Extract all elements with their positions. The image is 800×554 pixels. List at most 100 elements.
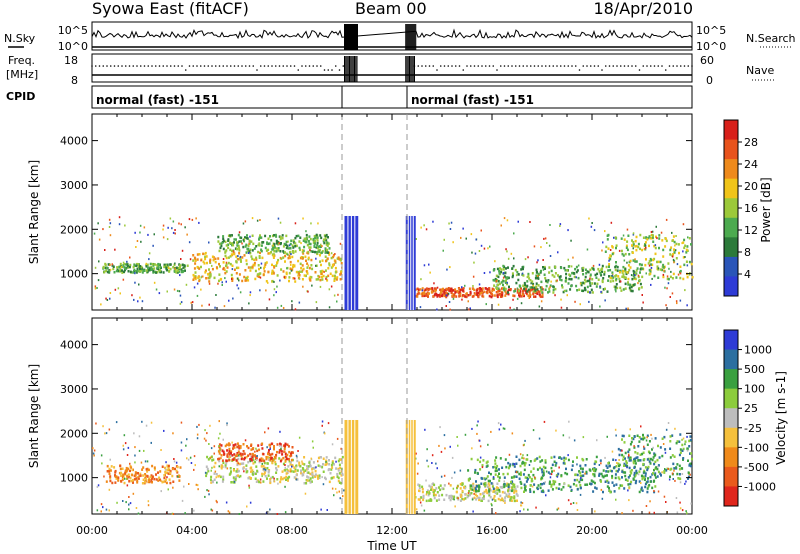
heatmap-cell [581,457,584,461]
heatmap-cell [308,479,311,482]
heatmap-cell [331,461,334,465]
heatmap-cell [236,244,239,247]
heatmap-cell [260,236,263,239]
heatmap-cell [289,256,292,260]
heatmap-cell [620,249,623,253]
heatmap-cell [104,263,107,267]
heatmap-cell [310,258,313,262]
heatmap-speckle [663,269,665,272]
heatmap-cell [282,270,285,273]
heatmap-cell [552,288,555,292]
heatmap-speckle [114,248,116,251]
heatmap-cell [523,486,526,489]
heatmap-cell [227,246,230,250]
colorbar-tick-label: -100 [744,441,769,454]
heatmap-speckle [532,429,535,432]
heatmap-cell [245,243,248,247]
heatmap-cell [219,278,222,281]
heatmap-cell [539,271,542,274]
heatmap-cell [426,292,429,295]
heatmap-cell [303,245,306,249]
heatmap-cell [661,437,664,440]
heatmap-cell [489,292,492,295]
heatmap-cell [565,277,568,281]
heatmap-cell [527,272,530,276]
heatmap-cell [261,472,264,476]
heatmap-speckle [215,476,217,479]
heatmap-speckle [677,273,680,276]
nave-dot [316,65,318,67]
heatmap-speckle [102,425,104,428]
heatmap-speckle [641,478,643,481]
nsky-line [91,28,693,40]
heatmap-cell [536,292,539,295]
heatmap-speckle [195,483,198,486]
heatmap-cell [520,486,523,490]
nave-dot [169,65,172,67]
heatmap-speckle [590,225,593,228]
heatmap-speckle [526,454,529,457]
heatmap-cell [513,475,516,478]
y-tick-label: 4000 [60,339,88,352]
heatmap-speckle [173,458,175,460]
heatmap-cell [656,260,658,264]
heatmap-cell [539,466,542,470]
heatmap-cell [635,479,638,483]
heatmap-cell [225,256,228,260]
heatmap-cell [272,245,275,249]
heatmap-cell [144,479,147,483]
heatmap-cell [426,489,429,492]
heatmap-cell [639,271,641,274]
heatmap-cell [632,243,635,246]
heatmap-speckle [102,506,104,509]
heatmap-cell [291,451,294,454]
heatmap-cell [145,478,148,481]
heatmap-cell [688,445,691,448]
heatmap-cell [502,268,505,271]
heatmap-cell [263,459,266,463]
heatmap-speckle [502,276,505,279]
heatmap-cell [103,271,106,274]
heatmap-cell [254,472,257,475]
heatmap-cell [505,292,508,295]
heatmap-speckle [231,441,233,444]
heatmap-cell [310,264,313,267]
heatmap-cell [501,466,504,469]
heatmap-speckle [676,302,678,305]
heatmap-cell [567,484,570,487]
heatmap-cell [221,449,224,452]
heatmap-cell [319,254,321,257]
heatmap-cell [271,234,274,238]
heatmap-cell [136,476,139,479]
heatmap-cell [557,472,560,476]
x-tick-label: 20:00 [576,524,608,537]
heatmap-speckle [284,485,286,488]
heatmap-speckle [135,246,137,248]
heatmap-cell [499,293,502,296]
heatmap-cell [209,273,212,276]
heatmap-cell [521,456,524,460]
nave-dot [672,65,675,67]
heatmap-speckle [679,299,682,302]
heatmap-cell [507,485,510,489]
heatmap-cell [250,456,253,459]
colorbar-swatch [724,159,738,180]
heatmap-cell [513,496,516,499]
heatmap-cell [497,280,500,283]
power-plot-area [93,114,694,311]
heatmap-cell [438,293,441,297]
heatmap-speckle [440,475,443,478]
heatmap-cell [249,452,252,456]
heatmap-cell [280,450,283,453]
heatmap-cell [591,266,594,270]
heatmap-speckle [222,258,225,260]
heatmap-cell [296,459,299,463]
heatmap-cell [172,266,175,269]
heatmap-cell [582,266,585,270]
heatmap-speckle [469,307,471,310]
heatmap-cell [218,242,221,246]
heatmap-cell [264,262,267,265]
heatmap-cell [602,277,605,280]
colorbar-swatch [724,486,738,507]
heatmap-cell [318,250,321,253]
